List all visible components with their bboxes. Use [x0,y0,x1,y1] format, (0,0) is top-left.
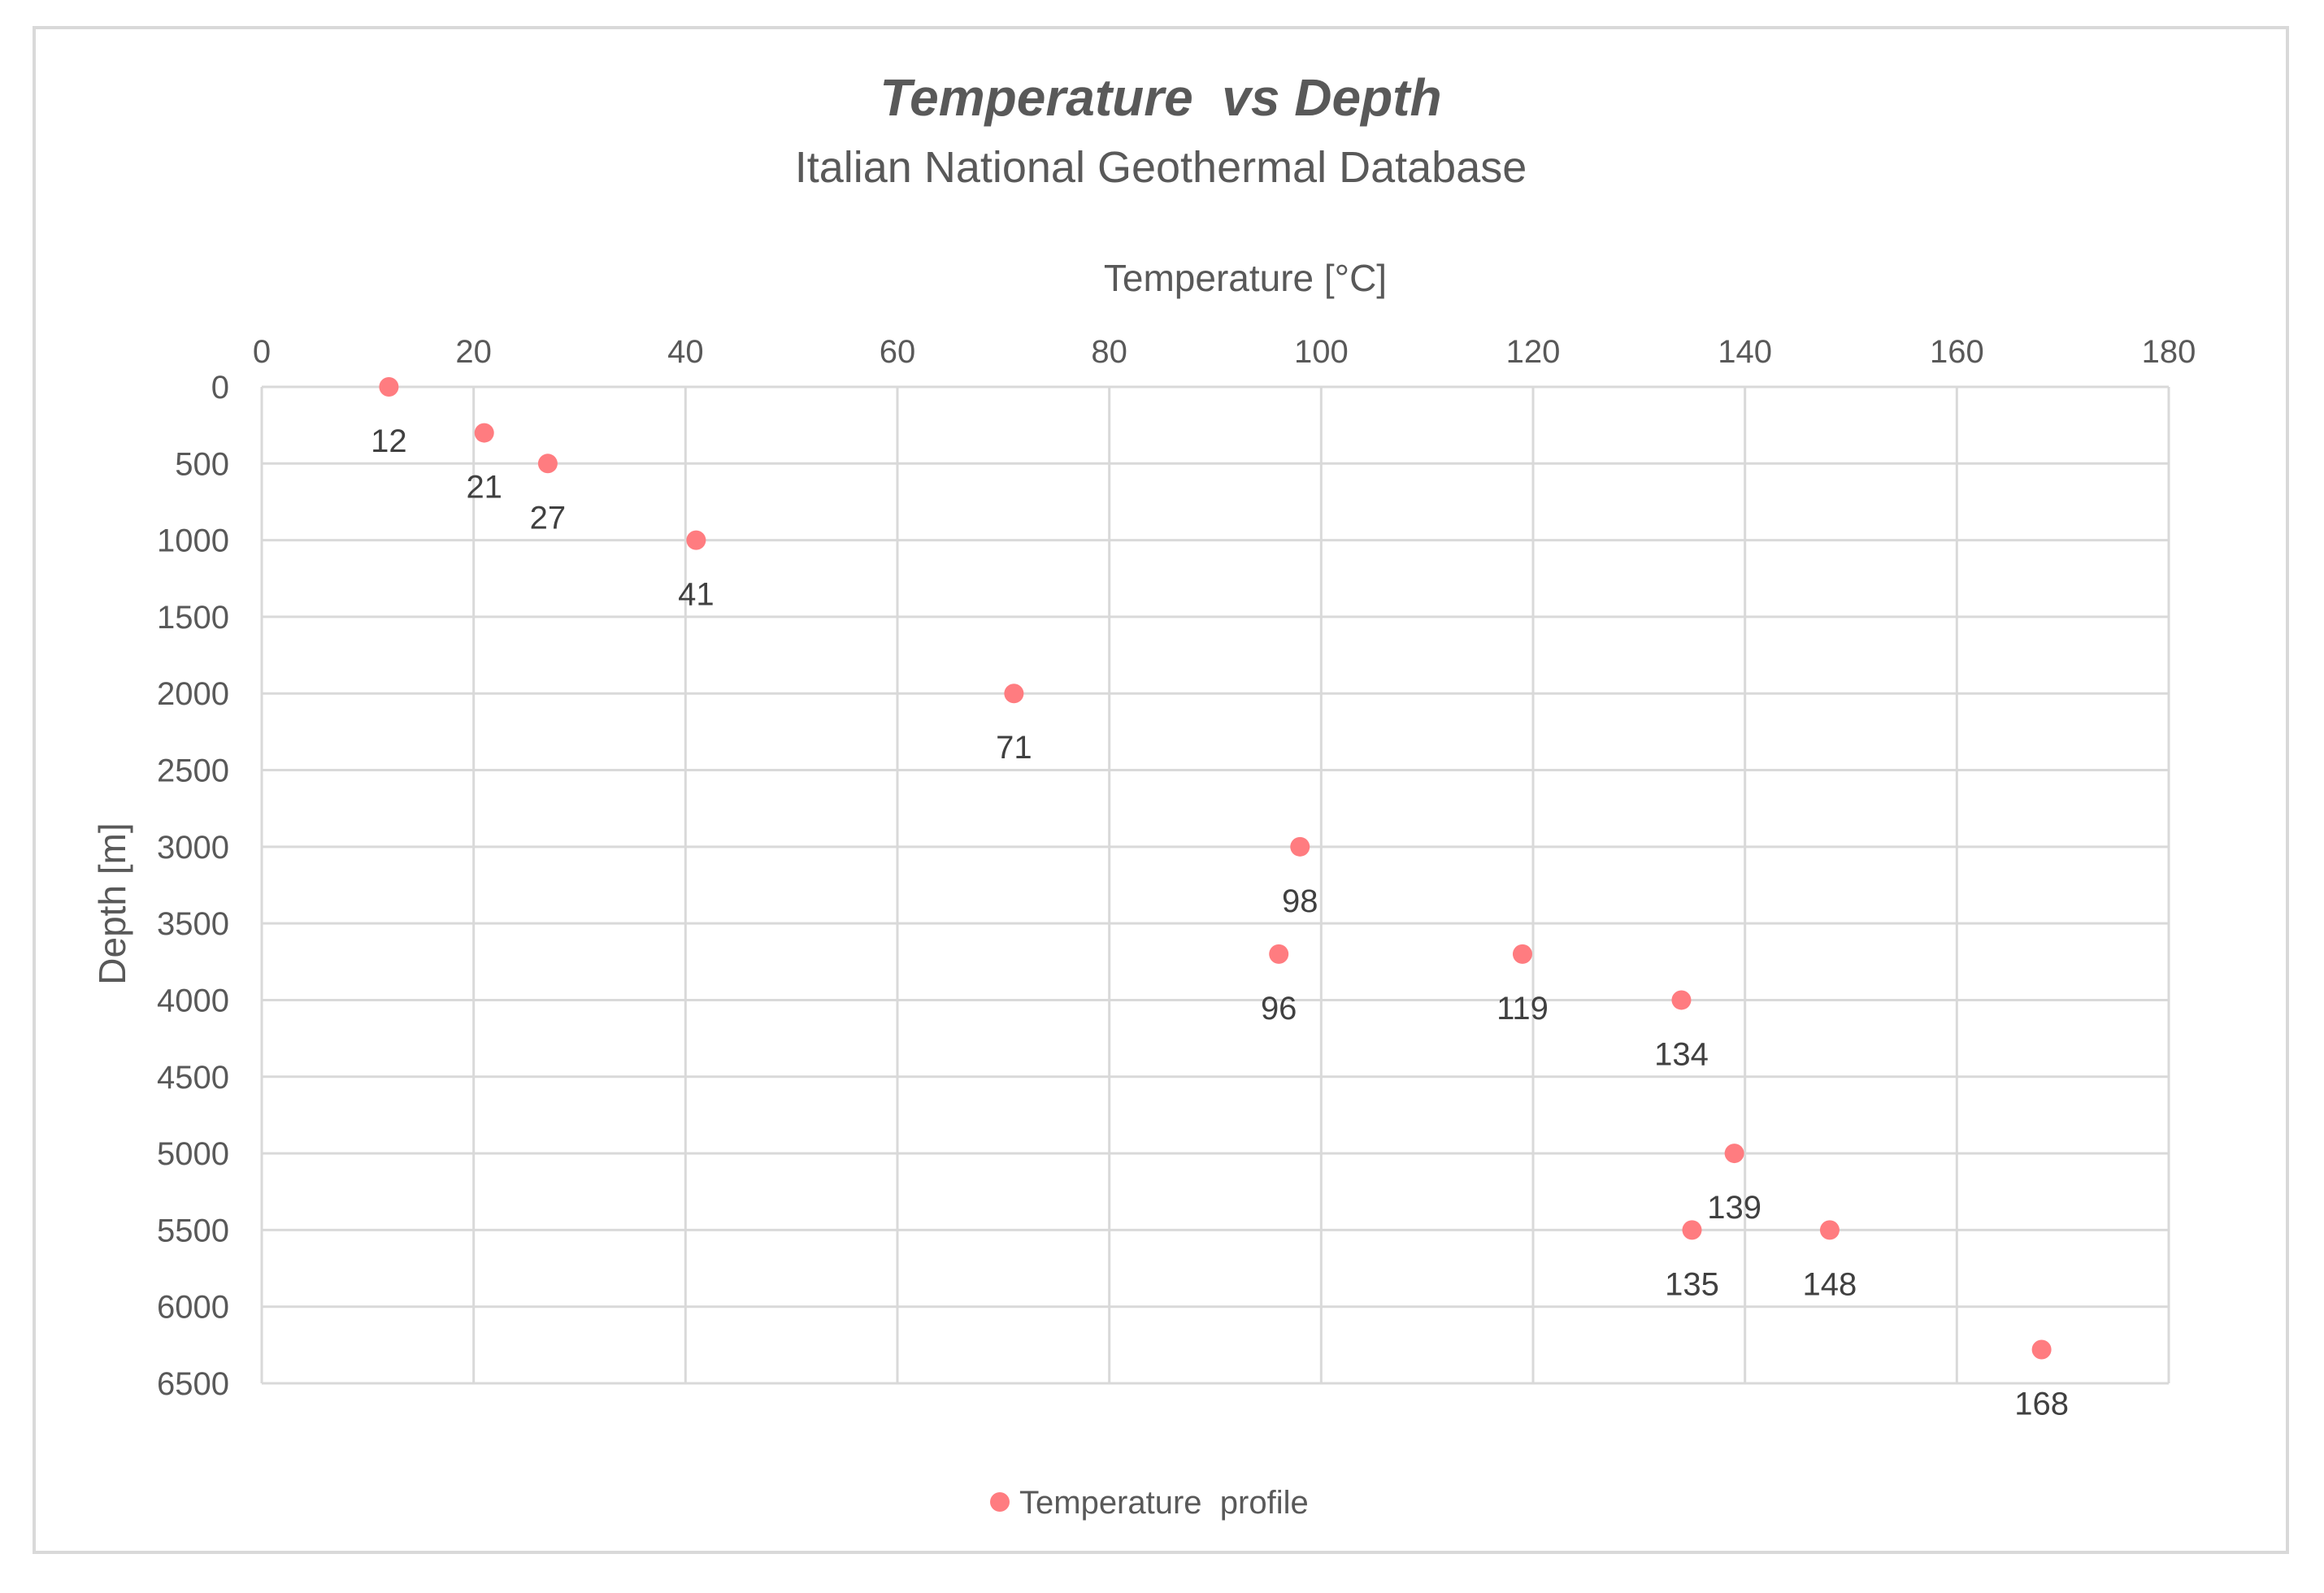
chart-svg: Temperature vs Depth Italian National Ge… [91,68,2196,1521]
data-point [1671,990,1692,1010]
data-points [379,377,2052,1360]
y-tick-label: 2000 [157,676,229,712]
x-tick-label: 40 [667,334,704,370]
data-label: 96 [1261,991,1297,1027]
x-tick-label: 140 [1718,334,1772,370]
y-tick-label: 1500 [157,600,229,636]
x-tick-label: 80 [1091,334,1127,370]
data-point [1819,1220,1840,1240]
data-point [1512,944,1532,964]
legend-label: Temperature profile [1019,1485,1309,1521]
data-point [474,423,494,443]
data-label: 21 [466,470,502,506]
x-tick-label: 120 [1506,334,1561,370]
y-tick-label: 1000 [157,523,229,559]
data-point [1004,684,1024,704]
data-point [686,530,706,550]
chart-frame: Temperature vs Depth Italian National Ge… [33,26,2289,1554]
x-tick-label: 0 [253,334,271,370]
data-labels: 12 21 27 41 71 98 96 119 134 139 135 148 168 [371,423,2069,1422]
y-tick-label: 500 [175,446,229,482]
data-label: 135 [1665,1266,1719,1302]
y-tick-label: 5500 [157,1213,229,1248]
chart-title: Temperature vs Depth [880,68,1441,127]
data-label: 119 [1496,991,1549,1027]
y-tick-label: 3000 [157,830,229,866]
x-tick-label: 100 [1294,334,1349,370]
y-tick-label: 4000 [157,983,229,1018]
y-tick-label: 6500 [157,1366,229,1402]
data-label: 12 [371,423,407,459]
y-tick-label: 0 [211,370,229,406]
data-point [379,377,399,397]
x-tick-label: 160 [1930,334,1984,370]
x-tick-label: 60 [880,334,916,370]
y-tick-label: 2500 [157,753,229,789]
data-label: 139 [1707,1190,1761,1226]
x-tick-labels: 0 20 40 60 80 100 120 140 160 180 [253,334,2196,370]
data-label: 41 [678,577,715,613]
x-axis-title: Temperature [°C] [1104,257,1387,299]
data-point [1290,836,1310,857]
gridlines [260,385,2170,1385]
y-axis-title: Depth [m] [91,823,133,984]
x-tick-label: 180 [2142,334,2196,370]
y-tick-label: 4500 [157,1060,229,1096]
x-tick-label: 20 [455,334,492,370]
data-label: 98 [1282,883,1318,919]
data-point [1682,1220,1702,1240]
data-point [1269,944,1289,964]
y-tick-label: 6000 [157,1290,229,1326]
data-point [1724,1144,1744,1164]
data-point [537,454,558,474]
legend-marker [990,1492,1010,1512]
y-tick-label: 5000 [157,1136,229,1172]
data-label: 27 [530,500,567,536]
data-point [2031,1339,2052,1360]
chart-subtitle: Italian National Geothermal Database [795,143,1527,192]
data-label: 148 [1803,1266,1857,1302]
y-tick-label: 3500 [157,906,229,942]
data-label: 168 [2014,1387,2069,1422]
legend: Temperature profile [990,1485,1309,1521]
data-label: 71 [996,730,1032,766]
y-tick-labels: 0 500 1000 1500 2000 2500 3000 3500 4000 4500 5000… [157,370,229,1402]
data-label: 134 [1654,1036,1709,1072]
